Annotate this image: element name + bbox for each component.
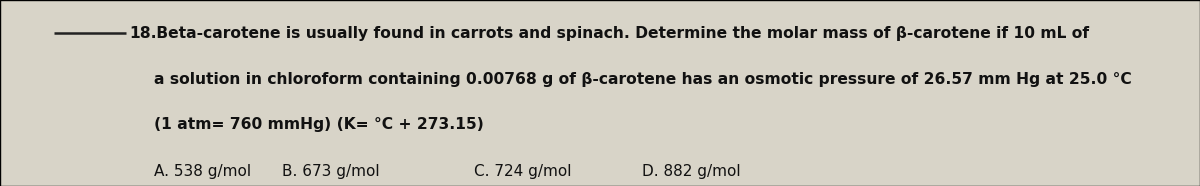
Text: B. 673 g/mol: B. 673 g/mol [282, 164, 379, 179]
Text: Beta-carotene is usually found in carrots and spinach. Determine the molar mass : Beta-carotene is usually found in carrot… [151, 26, 1090, 41]
Text: 18.: 18. [130, 26, 157, 41]
Text: (1 atm= 760 mmHg) (K= °C + 273.15): (1 atm= 760 mmHg) (K= °C + 273.15) [154, 117, 484, 132]
Text: a solution in chloroform containing 0.00768 g of β-carotene has an osmotic press: a solution in chloroform containing 0.00… [154, 73, 1132, 87]
Text: A. 538 g/mol: A. 538 g/mol [154, 164, 251, 179]
Text: C. 724 g/mol: C. 724 g/mol [474, 164, 571, 179]
Text: D. 882 g/mol: D. 882 g/mol [642, 164, 740, 179]
